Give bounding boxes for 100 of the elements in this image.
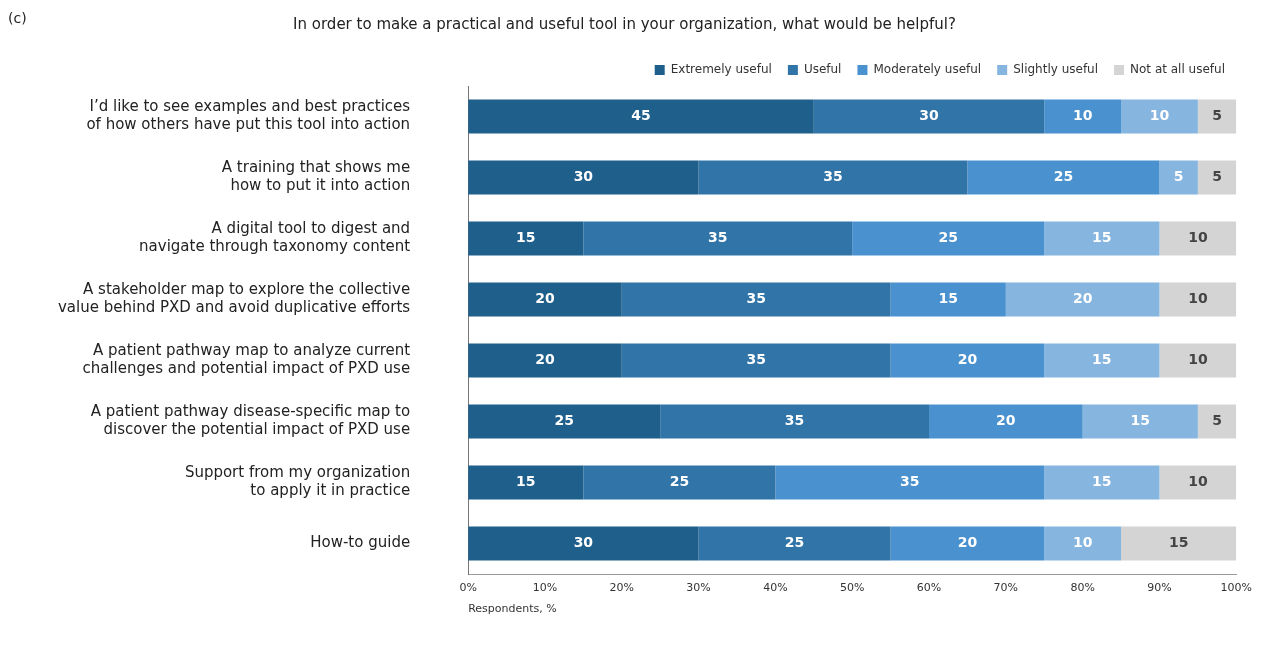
data-label: 35 <box>900 473 920 490</box>
x-axis-title: Respondents, % <box>468 601 557 615</box>
chart-title: In order to make a practical and useful tool in your organization, what would be helpful? <box>293 14 956 33</box>
data-label: 10 <box>1188 229 1208 246</box>
bar <box>468 343 622 378</box>
bar <box>621 282 891 317</box>
data-label: 15 <box>1168 534 1189 551</box>
bar <box>660 404 930 439</box>
bar <box>468 99 814 134</box>
x-tick-label: 10% <box>532 581 558 595</box>
bar <box>1197 99 1237 134</box>
bar <box>583 465 776 500</box>
bar <box>967 160 1160 195</box>
x-tick-label: 90% <box>1147 581 1172 595</box>
data-label: 30 <box>919 107 940 124</box>
bar <box>890 526 1045 561</box>
bar <box>468 526 699 561</box>
legend-label: Slightly useful <box>1013 62 1099 77</box>
data-label: 25 <box>784 534 805 551</box>
bar <box>1121 526 1237 561</box>
text: (c) <box>8 9 27 26</box>
data-label: 5 <box>1212 168 1222 185</box>
x-tick-label: 30% <box>686 581 711 595</box>
data-label: 10 <box>1188 351 1208 368</box>
data-label: 15 <box>1092 473 1112 490</box>
bar <box>698 526 891 561</box>
data-label: 25 <box>669 473 690 490</box>
data-label: 25 <box>554 412 574 429</box>
legend-label: Extremely useful <box>670 62 772 77</box>
x-tick-label: 100% <box>1220 581 1252 595</box>
legend-label: Useful <box>803 62 842 77</box>
data-label: 30 <box>573 168 594 185</box>
bar <box>890 282 1006 317</box>
data-label: 35 <box>784 412 805 429</box>
bar <box>1197 160 1237 195</box>
bar <box>1159 465 1237 500</box>
data-label: 35 <box>746 290 766 307</box>
x-tick-label: 70% <box>993 581 1019 595</box>
data-label: 5 <box>1173 168 1184 185</box>
data-label: 5 <box>1212 107 1222 124</box>
data-label: 25 <box>938 229 958 246</box>
data-label: 20 <box>957 534 978 551</box>
data-label: 10 <box>1188 473 1208 490</box>
data-label: 15 <box>516 229 536 246</box>
data-label: 25 <box>1053 168 1074 185</box>
bar <box>468 282 622 317</box>
x-tick-label: 80% <box>1070 581 1095 595</box>
data-label: 15 <box>938 290 958 307</box>
bar <box>468 160 699 195</box>
x-tick-label: 20% <box>609 581 634 595</box>
y-tick-label: A training that shows me how to put it into action <box>221 158 411 195</box>
data-label: 20 <box>996 412 1016 429</box>
x-tick-label: 50% <box>839 581 865 595</box>
bar <box>698 160 968 195</box>
bar <box>1044 99 1122 134</box>
bar <box>1197 404 1237 439</box>
data-label: 20 <box>535 290 555 307</box>
data-label: 15 <box>1130 412 1150 429</box>
bar <box>1159 282 1237 317</box>
x-tick-label: 40% <box>763 581 788 595</box>
bar <box>1082 404 1198 439</box>
data-label: 30 <box>573 534 594 551</box>
data-label: 15 <box>1092 229 1112 246</box>
data-label: 10 <box>1072 534 1093 551</box>
bar <box>1159 160 1198 195</box>
data-label: 35 <box>708 229 728 246</box>
data-label: 35 <box>746 351 766 368</box>
bar <box>1005 282 1160 317</box>
bar <box>1159 221 1237 256</box>
bar <box>1121 99 1198 134</box>
data-label: 10 <box>1188 290 1208 307</box>
y-tick-label: Support from my organization to apply it in practice <box>184 463 411 500</box>
y-tick-label: A digital tool to digest and navigate through taxonomy content <box>139 219 411 256</box>
data-label: 20 <box>535 351 555 368</box>
bar <box>929 404 1083 439</box>
data-label: 15 <box>1092 351 1112 368</box>
bar <box>468 465 584 500</box>
bar <box>1044 465 1160 500</box>
data-label: 10 <box>1072 107 1093 124</box>
data-label: 10 <box>1149 107 1170 124</box>
x-tick-label: 0% <box>459 581 477 595</box>
bar <box>775 465 1045 500</box>
bar <box>890 343 1045 378</box>
data-label: 20 <box>957 351 978 368</box>
bar <box>1044 526 1122 561</box>
bar <box>621 343 891 378</box>
y-tick-label: I’d like to see examples and best practices of how others have put this tool into action <box>86 97 411 134</box>
y-tick-label: A patient pathway disease-specific map to discover the potential impact of PXD use <box>90 402 411 439</box>
bar <box>1159 343 1237 378</box>
data-label: 5 <box>1212 412 1222 429</box>
bar <box>583 221 853 256</box>
legend-label: Not at all useful <box>1130 62 1225 77</box>
bar <box>1044 221 1160 256</box>
data-label: 15 <box>516 473 536 490</box>
y-tick-label: A patient pathway map to analyze current challenges and potential impact of PXD use <box>82 341 411 378</box>
legend-label: Moderately useful <box>873 62 982 77</box>
y-tick-label: How-to guide <box>310 533 411 552</box>
bar <box>852 221 1045 256</box>
data-label: 45 <box>631 107 651 124</box>
data-label: 20 <box>1072 290 1093 307</box>
